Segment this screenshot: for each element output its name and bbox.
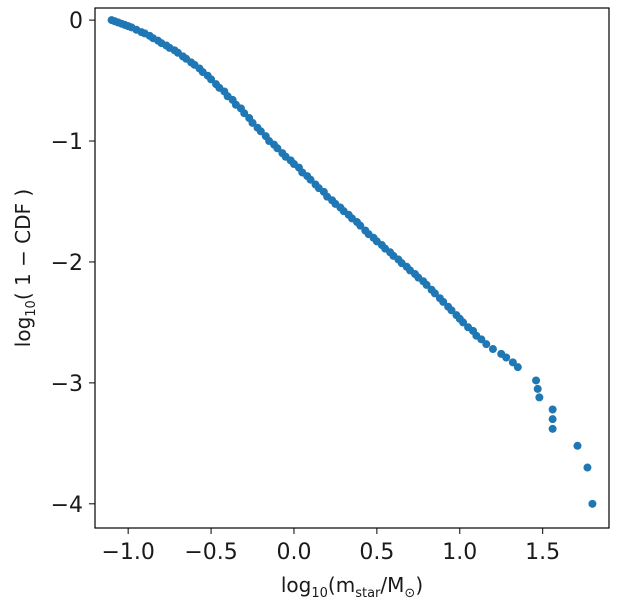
- data-point: [548, 415, 557, 424]
- data-point: [548, 424, 557, 433]
- x-tick-label: 1.5: [525, 540, 560, 565]
- data-point: [583, 463, 592, 472]
- data-point: [488, 345, 497, 354]
- y-tick-label: −4: [51, 493, 83, 518]
- x-tick-label: −0.5: [184, 540, 237, 565]
- data-point: [256, 127, 265, 136]
- x-axis-label: log10(mstar/M⊙): [281, 573, 423, 601]
- x-axis-ticks: −1.0 −0.5 0.0 0.5 1.0 1.5: [101, 528, 560, 565]
- x-tick-label: 0.5: [359, 540, 394, 565]
- data-point: [430, 289, 439, 298]
- data-point: [535, 393, 544, 402]
- data-point: [240, 109, 249, 118]
- data-point: [588, 499, 597, 508]
- data-point: [532, 376, 541, 385]
- data-point: [422, 280, 431, 289]
- y-tick-label: −1: [51, 130, 83, 155]
- y-tick-label: −3: [51, 372, 83, 397]
- data-point: [513, 363, 522, 372]
- data-point: [508, 358, 517, 367]
- data-point: [482, 340, 491, 349]
- data-point: [447, 306, 456, 315]
- data-points: [107, 16, 597, 508]
- x-tick-label: 0.0: [276, 540, 311, 565]
- data-point: [573, 441, 582, 450]
- data-point: [207, 75, 216, 84]
- plot-frame: [94, 7, 610, 529]
- data-point: [533, 384, 542, 393]
- x-tick-label: 1.0: [442, 540, 477, 565]
- y-axis-ticks: 0 −1 −2 −3 −4: [51, 9, 95, 518]
- data-point: [273, 144, 282, 153]
- data-point: [477, 335, 486, 344]
- y-tick-label: 0: [69, 9, 83, 34]
- data-point: [356, 221, 365, 230]
- data-point: [502, 353, 511, 362]
- data-point: [439, 297, 448, 306]
- data-point: [306, 175, 315, 184]
- data-point: [248, 118, 257, 127]
- x-tick-label: −1.0: [101, 540, 154, 565]
- y-tick-label: −2: [51, 251, 83, 276]
- data-point: [548, 405, 557, 414]
- y-axis-label: log10( 1 − CDF ): [11, 189, 39, 347]
- data-point: [459, 318, 468, 327]
